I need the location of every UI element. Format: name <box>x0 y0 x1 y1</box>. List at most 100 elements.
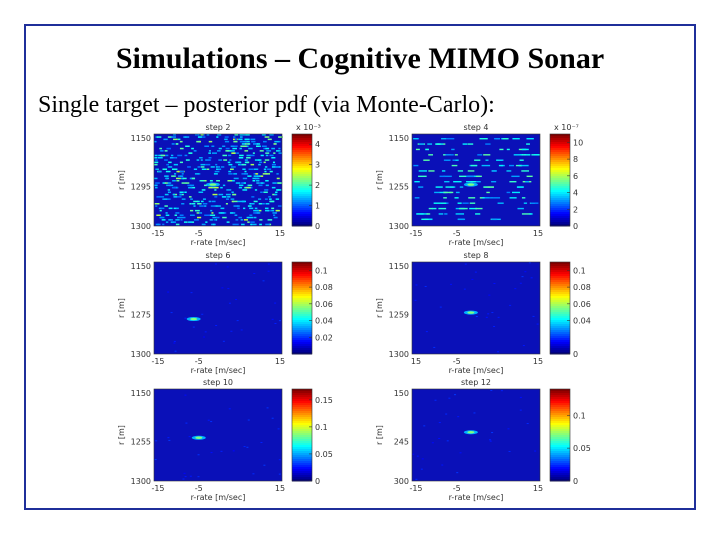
slide-subtitle: Single target – posterior pdf (via Monte… <box>38 92 495 118</box>
heatmap-cell <box>159 196 165 198</box>
heatmap-cell <box>220 186 223 189</box>
heatmap-cell <box>533 154 541 156</box>
heatmap-cell <box>438 207 447 210</box>
colorbar-segment <box>550 170 570 173</box>
heatmap-cell <box>274 322 277 324</box>
heatmap-cell <box>233 205 239 207</box>
heatmap-cell <box>159 147 163 150</box>
heatmap-cell <box>167 437 170 439</box>
heatmap-cell <box>243 207 246 210</box>
heatmap-cell <box>218 212 223 214</box>
heatmap-cell <box>185 159 190 161</box>
heatmap-cell <box>244 143 250 145</box>
heatmap-cell <box>262 280 265 282</box>
colorbar-segment <box>292 310 312 313</box>
heatmap-cell <box>196 140 201 143</box>
heatmap-cell <box>246 446 249 448</box>
heatmap-cell <box>252 180 256 182</box>
heatmap-cell <box>495 138 500 140</box>
colorbar-segment <box>292 395 312 398</box>
colorbar-frame <box>291 133 313 227</box>
heatmap-cell <box>276 173 279 175</box>
heatmap-cell <box>242 134 246 136</box>
colorbar-segment <box>550 284 570 287</box>
x-tick-label: 15 <box>533 229 543 238</box>
colorbar-segment <box>292 288 312 291</box>
heatmap-cell <box>465 175 475 178</box>
heatmap-cell <box>481 164 491 167</box>
heatmap-cell <box>167 182 172 184</box>
heatmap-cell <box>263 464 266 466</box>
heatmap-cell <box>256 212 261 214</box>
colorbar-segment <box>292 401 312 404</box>
heatmap-cell <box>208 140 213 143</box>
colorbar-tick-label: 0.02 <box>315 333 333 342</box>
heatmap-cell <box>456 472 459 474</box>
heatmap-cell <box>183 136 187 138</box>
heatmap-cell <box>169 219 173 221</box>
heatmap-cell <box>183 472 186 474</box>
heatmap-cell <box>513 154 523 156</box>
heatmap-cell <box>258 184 263 187</box>
colorbar-tick-label: 0 <box>573 222 578 231</box>
colorbar-segment <box>550 296 570 299</box>
heatmap-cell <box>173 342 176 344</box>
heatmap-cell <box>433 202 442 204</box>
heatmap-cells <box>414 262 539 353</box>
colorbar-segment <box>292 208 312 211</box>
colorbar-segment <box>550 453 570 456</box>
colorbar-segment <box>292 411 312 414</box>
heatmap-cell <box>230 198 235 200</box>
colorbar-segment <box>550 150 570 153</box>
heatmap-cell <box>470 164 478 167</box>
y-tick-label: 1150 <box>131 134 151 143</box>
colorbar-segment <box>292 138 312 141</box>
heatmap-cell <box>155 186 158 189</box>
heatmap-cell <box>519 282 522 284</box>
heatmap-cell <box>439 175 446 178</box>
colorbar-tick-label: 0.1 <box>573 266 586 275</box>
heatmap-cell <box>253 273 256 275</box>
heatmap-cells <box>154 394 281 480</box>
heatmap-cell <box>277 428 280 430</box>
heatmap-cell <box>246 154 252 157</box>
heatmap-cell <box>266 407 269 409</box>
heatmap-cell <box>250 186 253 189</box>
colorbar-segment <box>550 280 570 283</box>
heatmap-cell <box>519 159 524 161</box>
heatmap-cell <box>181 198 186 200</box>
colorbar-segment <box>550 314 570 317</box>
heatmap-cell <box>265 180 269 182</box>
colorbar-segment <box>292 322 312 325</box>
heatmap-cell <box>423 159 430 161</box>
heatmap-cell <box>212 223 215 226</box>
colorbar-segment <box>550 395 570 398</box>
heatmap-cell <box>210 166 215 168</box>
heatmap-cell <box>254 189 258 191</box>
heatmap-cell <box>200 159 203 161</box>
heatmap-cell <box>534 450 537 452</box>
heatmap-cell <box>414 181 420 183</box>
heatmap-cell <box>523 202 528 204</box>
colorbar-segment <box>550 268 570 271</box>
colorbar-segment <box>292 447 312 450</box>
heatmap-cell <box>224 140 230 143</box>
colorbar-segment <box>550 196 570 199</box>
heatmap-panel-4: step 8 1150 1259 1300 r [m] 15 -5 15 r-rate [m/s… <box>375 251 591 375</box>
heatmap-cell <box>154 140 157 143</box>
colorbar-segment <box>292 194 312 197</box>
colorbar-segment <box>550 208 570 211</box>
heatmap-cell <box>439 191 447 194</box>
colorbar-tick-label: 0.05 <box>573 444 591 453</box>
heatmap-cell <box>420 468 423 470</box>
colorbar-segment <box>550 290 570 293</box>
colorbar-segment <box>292 409 312 412</box>
colorbar-segment <box>550 220 570 223</box>
colorbar-segment <box>550 433 570 436</box>
heatmap-cell <box>432 207 437 210</box>
heatmap-cell <box>157 157 163 159</box>
heatmap-cell <box>462 202 469 204</box>
heatmap-cell <box>259 161 263 164</box>
heatmap-cell <box>450 283 453 285</box>
heatmap-cell <box>264 189 269 191</box>
